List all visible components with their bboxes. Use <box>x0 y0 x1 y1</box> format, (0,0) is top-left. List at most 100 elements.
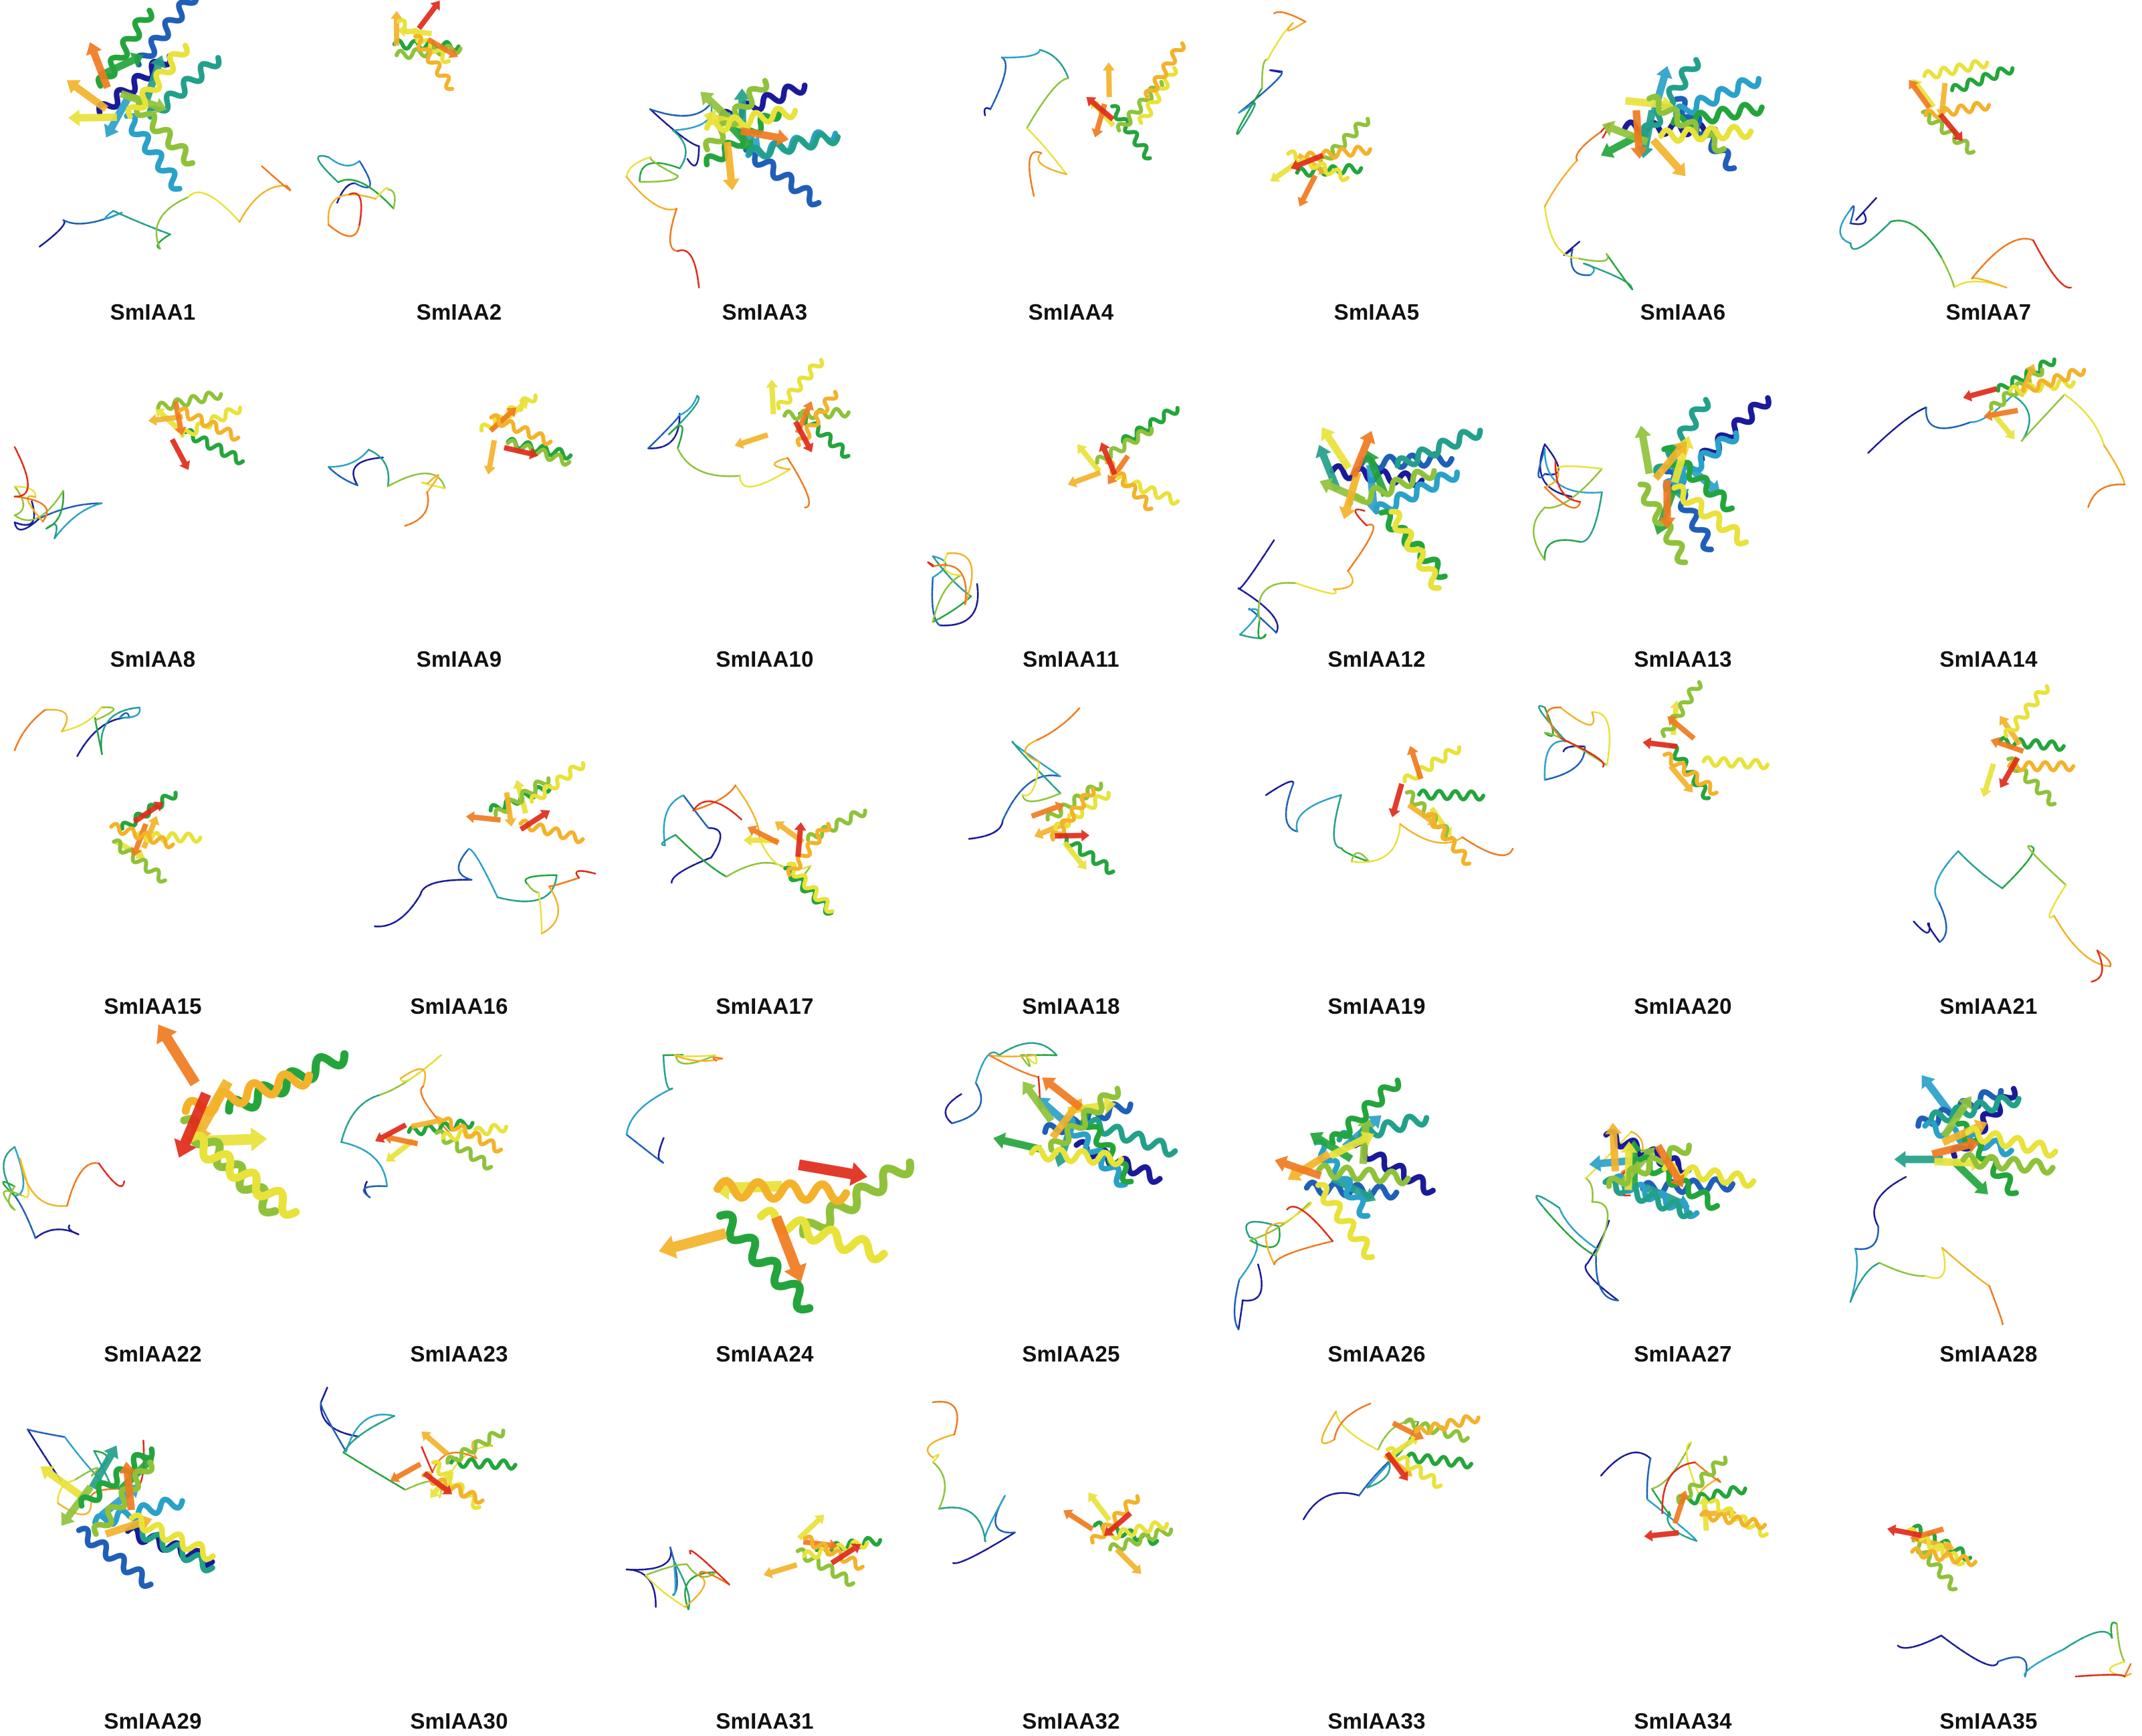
coil-segment <box>348 192 362 226</box>
coil-segment <box>2096 950 2112 968</box>
structure-panel: SmIAA15 <box>0 694 306 1041</box>
beta-strand <box>169 438 191 470</box>
coil-segment <box>2032 239 2072 289</box>
coil-segment <box>1333 1402 1372 1440</box>
protein-ribbon-structure <box>1237 427 1483 639</box>
beta-strand <box>796 1515 825 1541</box>
structure-panel: SmIAA9 <box>306 347 612 694</box>
alpha-helix <box>802 1534 865 1571</box>
coil-segment <box>3 1190 24 1211</box>
protein-ribbon-structure <box>983 41 1186 197</box>
alpha-helix <box>806 808 867 842</box>
structure-panel: SmIAA18 <box>918 694 1224 1041</box>
coil-segment <box>354 160 371 189</box>
beta-strand <box>1042 1077 1083 1111</box>
folded-domain <box>1031 781 1115 875</box>
coil-segment <box>1273 11 1307 23</box>
beta-strand <box>747 825 780 846</box>
beta-strand <box>1936 82 1949 118</box>
protein-ribbon-structure <box>647 358 851 509</box>
panel-label: SmIAA3 <box>722 300 808 324</box>
coil-segment <box>2091 950 2103 983</box>
alpha-helix <box>392 38 461 53</box>
coil-segment <box>773 457 791 471</box>
coil-segment <box>1606 253 1634 291</box>
coil-segment <box>1941 1246 1991 1287</box>
beta-strand <box>1086 96 1115 122</box>
coil-segment <box>1021 761 1041 796</box>
protein-ribbon-structure <box>944 1042 1178 1188</box>
coil-segment <box>13 485 37 498</box>
coil-segment <box>43 708 68 732</box>
coil-segment <box>675 1054 716 1065</box>
coil-segment <box>2012 394 2030 441</box>
coil-segment <box>1556 465 1603 471</box>
coil-segment <box>342 1451 407 1491</box>
alpha-helix <box>1640 57 1701 138</box>
alpha-helix <box>1048 1085 1121 1153</box>
structure-panel: SmIAA20 <box>1530 680 1836 1041</box>
coil-segment <box>457 848 473 881</box>
coil-segment <box>328 156 360 167</box>
alpha-helix <box>125 42 190 120</box>
structure-panel: SmIAA22 <box>0 1024 349 1389</box>
coil-segment <box>45 490 65 530</box>
coil-segment <box>66 1162 100 1207</box>
coil-segment <box>2064 393 2105 447</box>
folded-domain <box>1642 680 1770 800</box>
coil-segment <box>932 1453 940 1463</box>
coil-segment <box>261 165 292 191</box>
coil-segment <box>1335 1410 1379 1451</box>
alpha-helix <box>1676 1455 1728 1505</box>
alpha-helix <box>2021 368 2086 393</box>
beta-strand <box>1668 764 1693 793</box>
alpha-helix <box>1680 1485 1747 1506</box>
coil-segment <box>328 449 370 468</box>
beta-strand <box>374 1122 407 1143</box>
beta-strand <box>1990 736 2024 754</box>
coil-segment <box>61 706 102 732</box>
beta-strand <box>722 141 740 191</box>
panel-label: SmIAA14 <box>1939 647 2038 671</box>
alpha-helix <box>716 1210 814 1314</box>
coil-segment <box>379 1054 442 1096</box>
coil-segment <box>467 848 499 899</box>
coil-segment <box>625 1087 673 1135</box>
folded-domain <box>700 78 841 208</box>
beta-strand <box>1275 1156 1322 1180</box>
coil-segment <box>1667 1511 1698 1542</box>
panel-label: SmIAA11 <box>1023 647 1119 671</box>
alpha-helix <box>1138 66 1178 125</box>
coil-segment <box>1867 406 1927 454</box>
protein-ribbon-structure <box>625 78 841 289</box>
coil-segment <box>1241 1263 1263 1302</box>
panel-label: SmIAA9 <box>416 647 502 671</box>
structure-panel: SmIAA35 <box>1836 1389 2141 1736</box>
panel-label: SmIAA28 <box>1939 1341 2038 1366</box>
coil-segment <box>1925 1246 1946 1279</box>
structure-panel: SmIAA13 <box>1530 347 1836 694</box>
coil-segment <box>1537 448 1546 479</box>
beta-strand <box>1999 756 2020 788</box>
coil-segment <box>13 490 64 522</box>
coil-segment <box>1543 732 1608 766</box>
coil-segment <box>1011 740 1061 778</box>
beta-strand <box>794 822 807 857</box>
protein-ribbon-structure <box>1265 745 1514 866</box>
beta-strand <box>1630 110 1648 159</box>
coil-segment <box>1265 1222 1285 1265</box>
beta-strand <box>156 1024 200 1087</box>
coil-segment <box>13 500 35 526</box>
structure-panel: SmIAA4 <box>918 0 1224 347</box>
coil-segment <box>27 495 44 523</box>
alpha-helix <box>795 1547 855 1588</box>
alpha-helix <box>109 822 175 849</box>
beta-strand <box>391 11 403 46</box>
coil-segment <box>692 800 742 821</box>
beta-strand <box>1388 1435 1420 1458</box>
protein-ribbon-structure <box>2 1024 349 1239</box>
panel-label: SmIAA2 <box>416 300 502 324</box>
protein-ribbon-structure <box>13 706 203 884</box>
coil-segment <box>1646 1498 1698 1542</box>
structure-panel: SmIAA25 <box>918 1042 1224 1389</box>
